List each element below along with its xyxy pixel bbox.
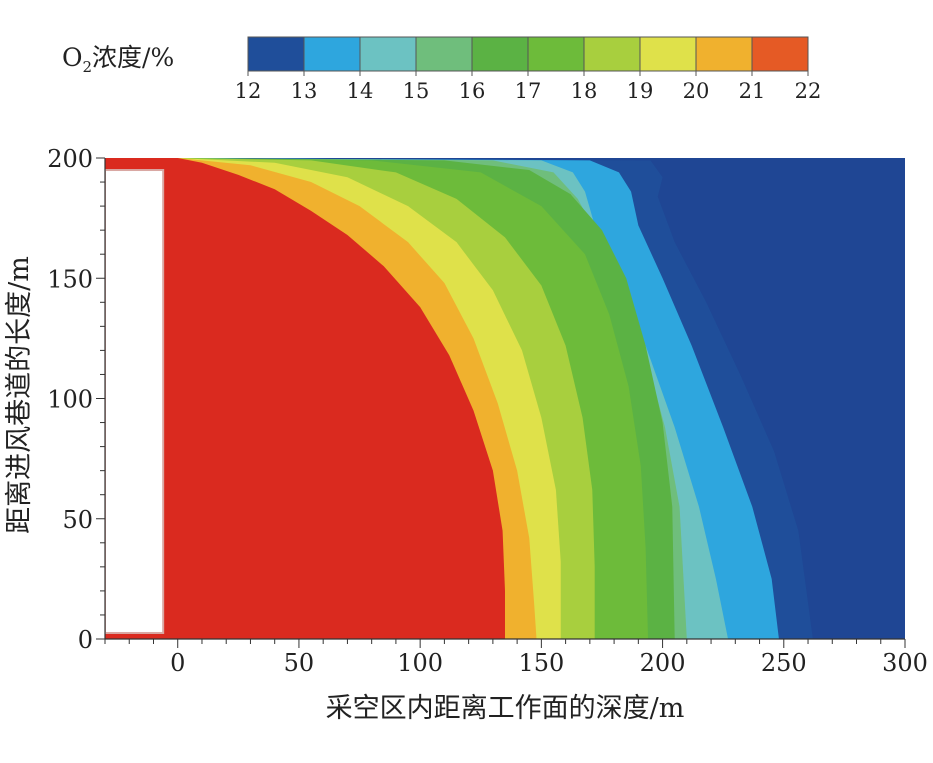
x-tick-label: 250 [761, 649, 807, 677]
colorbar-title-unit: 浓度/% [92, 43, 174, 72]
x-tick-label: 200 [640, 649, 686, 677]
x-axis-label: 采空区内距离工作面的深度/m [326, 693, 685, 724]
colorbar-tick-label: 13 [291, 79, 318, 103]
colorbar-title-subscript: 2 [83, 58, 93, 76]
colorbar-swatch [359, 36, 417, 72]
colorbar-tick-label: 12 [235, 79, 262, 103]
x-tick-label: 0 [170, 649, 185, 677]
colorbar-tick-label: 15 [403, 79, 430, 103]
x-tick-label: 50 [284, 649, 315, 677]
colorbar-tick-label: 16 [459, 79, 486, 103]
colorbar-title: O2浓度/% [62, 43, 174, 76]
contour-band-21 [105, 158, 505, 639]
colorbar-tick-label: 19 [627, 79, 654, 103]
colorbar-swatch [247, 36, 305, 72]
colorbar-tick-label: 18 [571, 79, 598, 103]
colorbar-swatch [639, 36, 697, 72]
y-tick-label: 50 [62, 506, 93, 534]
x-tick-label: 300 [882, 649, 928, 677]
colorbar-legend: O2浓度/% 12 13 14 15 16 17 18 19 20 21 22 [62, 36, 822, 103]
colorbar-swatch [583, 36, 641, 72]
contour-bands [105, 158, 813, 639]
axes [96, 157, 906, 648]
x-axis-tick-labels: 0 50 100 150 200 250 300 [170, 649, 928, 677]
colorbar-tick-labels: 12 13 14 15 16 17 18 19 20 21 22 [235, 71, 822, 103]
colorbar-title-o: O [62, 43, 83, 72]
y-axis-tick-labels: 0 50 100 150 200 [47, 145, 93, 654]
colorbar-swatch [751, 36, 809, 72]
x-tick-label: 100 [397, 649, 443, 677]
colorbar-tick-label: 22 [795, 79, 822, 103]
colorbar-swatch [527, 36, 585, 72]
x-tick-label: 150 [518, 649, 564, 677]
working-face-blank [105, 169, 165, 634]
colorbar-tick-label: 14 [347, 79, 374, 103]
colorbar-tick-label: 20 [683, 79, 710, 103]
colorbar-swatches [247, 36, 809, 72]
y-axis-label: 距离进风巷道的长度/m [4, 256, 35, 534]
working-face-zone [105, 169, 165, 634]
y-tick-label: 100 [47, 386, 93, 414]
colorbar-tick-label: 21 [739, 79, 766, 103]
colorbar-swatch [695, 36, 753, 72]
y-tick-label: 0 [78, 626, 93, 654]
colorbar-swatch [471, 36, 529, 72]
plot-area [105, 158, 905, 639]
y-tick-label: 200 [47, 145, 93, 173]
colorbar-swatch [415, 36, 473, 72]
colorbar-tick-label: 17 [515, 79, 542, 103]
y-tick-label: 150 [47, 265, 93, 293]
colorbar-swatch [303, 36, 361, 72]
